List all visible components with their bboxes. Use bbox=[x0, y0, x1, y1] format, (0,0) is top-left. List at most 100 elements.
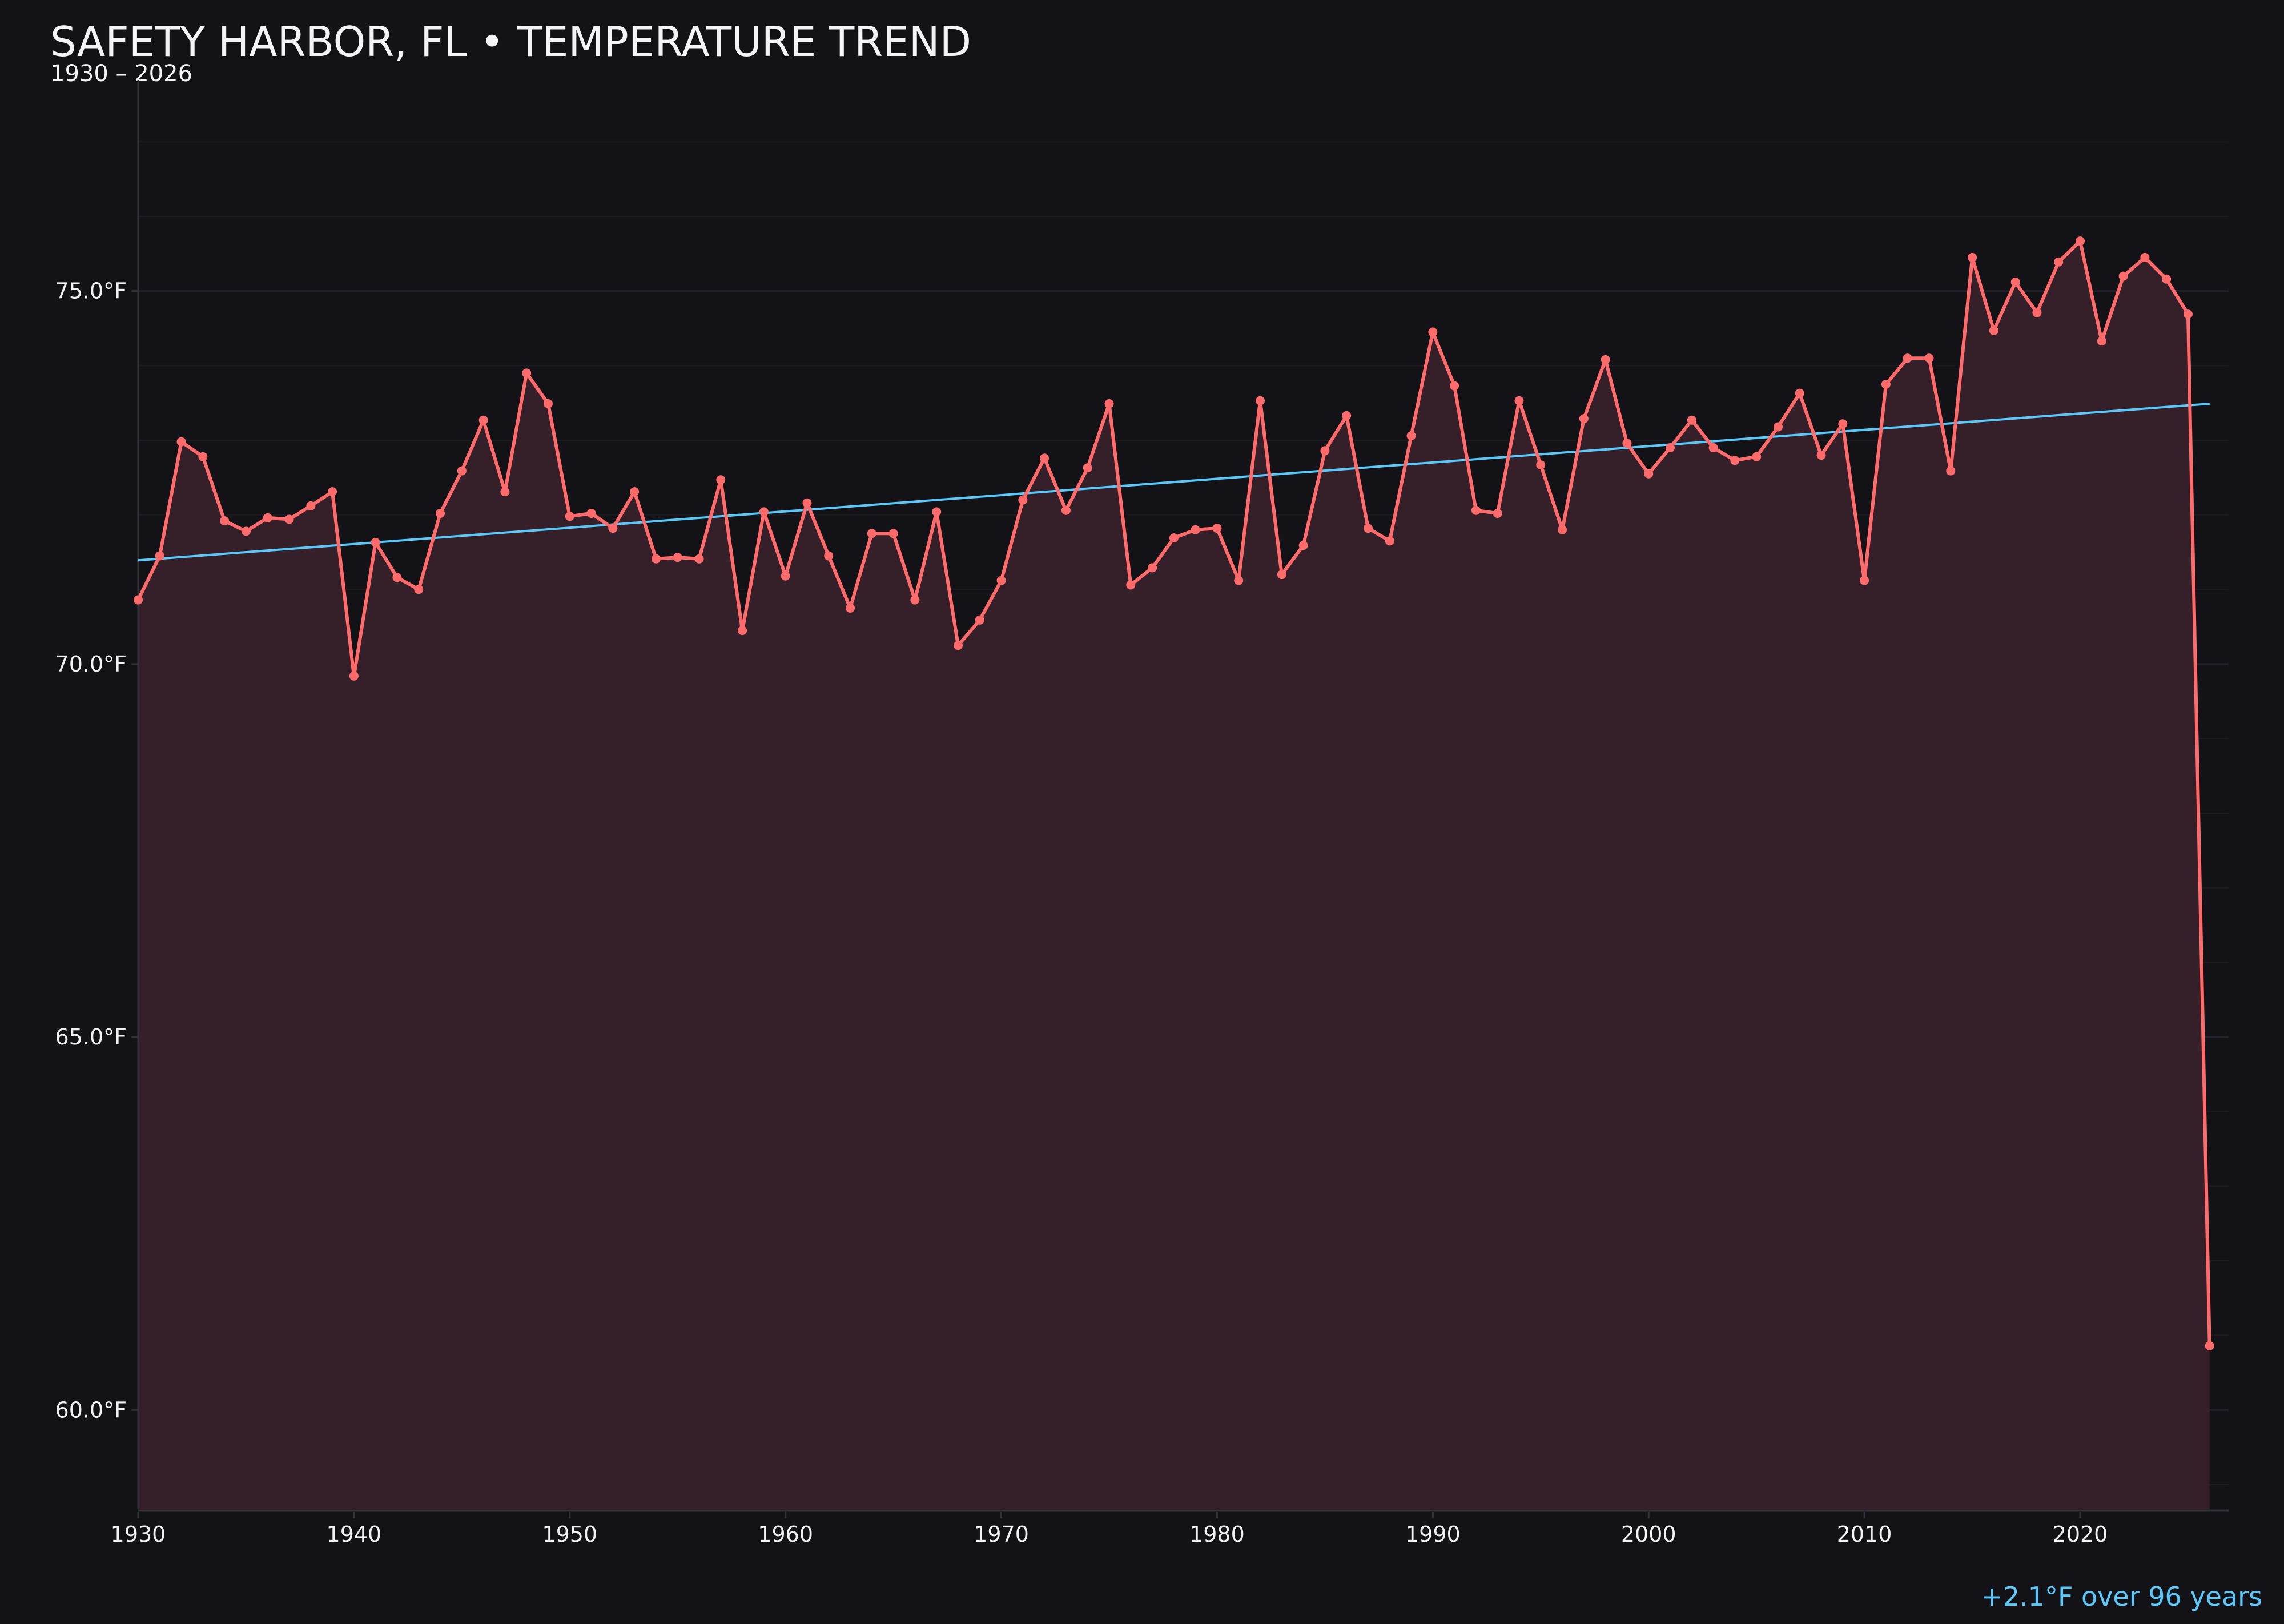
data-point-1943 bbox=[414, 585, 424, 594]
data-point-2018 bbox=[2032, 308, 2042, 317]
data-point-1965 bbox=[888, 529, 898, 538]
x-tick-label: 1980 bbox=[1189, 1522, 1245, 1547]
data-point-1951 bbox=[586, 508, 596, 518]
data-point-1960 bbox=[781, 571, 790, 581]
data-point-1974 bbox=[1083, 463, 1092, 473]
data-point-2017 bbox=[2010, 278, 2020, 287]
data-point-1986 bbox=[1342, 411, 1352, 420]
data-point-2020 bbox=[2076, 236, 2085, 246]
data-point-2019 bbox=[2054, 257, 2064, 267]
data-point-1952 bbox=[608, 524, 618, 533]
y-tick-label: 70.0°F bbox=[55, 652, 127, 677]
data-point-1953 bbox=[630, 487, 640, 497]
data-point-1984 bbox=[1298, 541, 1308, 550]
data-point-1956 bbox=[694, 554, 704, 564]
data-point-1983 bbox=[1277, 570, 1286, 580]
data-point-1978 bbox=[1169, 533, 1179, 543]
data-point-1948 bbox=[522, 368, 532, 378]
axes bbox=[137, 80, 2229, 1512]
x-tick-label: 1970 bbox=[974, 1522, 1029, 1547]
data-point-1990 bbox=[1428, 327, 1438, 337]
data-point-1975 bbox=[1104, 399, 1114, 408]
y-tick-label: 60.0°F bbox=[55, 1397, 127, 1422]
data-point-1945 bbox=[457, 466, 467, 476]
data-point-1936 bbox=[263, 513, 272, 522]
data-point-2026 bbox=[2205, 1341, 2214, 1350]
data-point-1963 bbox=[846, 603, 855, 613]
data-point-1930 bbox=[134, 595, 143, 605]
data-point-1933 bbox=[198, 452, 208, 461]
data-point-1993 bbox=[1493, 508, 1502, 518]
data-point-2000 bbox=[1644, 469, 1654, 479]
x-tick-label: 2000 bbox=[1621, 1522, 1676, 1547]
trend-annotation: +2.1°F over 96 years bbox=[1981, 1581, 2262, 1612]
x-tick-label: 1960 bbox=[758, 1522, 813, 1547]
data-point-1934 bbox=[220, 516, 230, 526]
data-point-1950 bbox=[565, 512, 574, 521]
data-point-1972 bbox=[1040, 453, 1049, 463]
x-tick-label: 1990 bbox=[1405, 1522, 1461, 1547]
trend-line bbox=[138, 402, 2210, 562]
data-point-1991 bbox=[1450, 381, 1459, 391]
data-point-1962 bbox=[824, 551, 834, 561]
data-point-1985 bbox=[1320, 446, 1330, 456]
data-point-1958 bbox=[738, 626, 747, 636]
data-point-1966 bbox=[910, 595, 920, 605]
data-point-2012 bbox=[1903, 353, 1912, 363]
data-point-1954 bbox=[651, 554, 661, 564]
data-point-1944 bbox=[436, 508, 445, 518]
data-point-1970 bbox=[996, 576, 1006, 585]
data-point-1941 bbox=[371, 537, 380, 547]
data-point-1959 bbox=[759, 507, 769, 517]
area-fill bbox=[138, 241, 2210, 1510]
chart-title: SAFETY HARBOR, FL • TEMPERATURE TREND bbox=[50, 18, 971, 66]
data-point-1987 bbox=[1363, 524, 1373, 533]
data-point-1949 bbox=[543, 399, 553, 408]
data-point-2009 bbox=[1838, 419, 1848, 429]
data-points bbox=[134, 236, 2214, 1350]
data-point-1976 bbox=[1126, 580, 1136, 590]
data-point-2010 bbox=[1860, 576, 1869, 585]
data-point-2015 bbox=[1968, 252, 1977, 262]
y-tick-label: 75.0°F bbox=[55, 279, 127, 304]
data-point-2014 bbox=[1946, 466, 1956, 476]
data-point-1938 bbox=[306, 501, 316, 510]
data-point-1980 bbox=[1212, 524, 1222, 533]
data-point-1977 bbox=[1148, 563, 1157, 573]
data-point-1969 bbox=[975, 615, 984, 625]
data-point-2008 bbox=[1816, 451, 1826, 460]
data-point-1982 bbox=[1256, 396, 1265, 405]
data-point-1931 bbox=[155, 551, 164, 561]
data-point-2023 bbox=[2140, 252, 2150, 262]
data-point-1957 bbox=[716, 475, 726, 485]
data-point-1998 bbox=[1601, 355, 1610, 364]
x-tick-label: 1940 bbox=[327, 1522, 382, 1547]
data-point-1940 bbox=[349, 671, 359, 681]
data-point-2021 bbox=[2097, 336, 2106, 346]
data-point-1979 bbox=[1191, 525, 1200, 534]
data-point-1995 bbox=[1536, 460, 1546, 470]
data-point-1988 bbox=[1385, 536, 1394, 546]
data-point-1961 bbox=[802, 498, 812, 508]
x-axis-ticks: 1930 1940 1950 1960 1970 1980 1990 2000 2010 2020 bbox=[111, 1512, 2108, 1547]
data-point-2002 bbox=[1687, 415, 1696, 425]
data-point-1999 bbox=[1622, 439, 1632, 448]
data-point-1939 bbox=[328, 487, 337, 497]
data-point-1935 bbox=[241, 526, 251, 536]
chart-subtitle: 1930 – 2026 bbox=[50, 61, 192, 87]
data-point-1946 bbox=[478, 415, 488, 425]
x-tick-label: 2020 bbox=[2053, 1522, 2108, 1547]
data-point-1994 bbox=[1514, 396, 1524, 405]
y-tick-label: 65.0°F bbox=[55, 1024, 127, 1050]
data-point-1992 bbox=[1471, 505, 1481, 515]
data-point-2006 bbox=[1773, 422, 1783, 432]
data-point-1937 bbox=[284, 514, 294, 524]
data-point-1932 bbox=[176, 437, 186, 447]
data-point-1964 bbox=[867, 529, 876, 538]
data-point-2011 bbox=[1881, 379, 1891, 389]
data-point-2013 bbox=[1924, 353, 1934, 363]
data-point-1973 bbox=[1061, 505, 1071, 515]
data-point-1989 bbox=[1406, 431, 1416, 441]
data-point-2025 bbox=[2183, 309, 2193, 319]
